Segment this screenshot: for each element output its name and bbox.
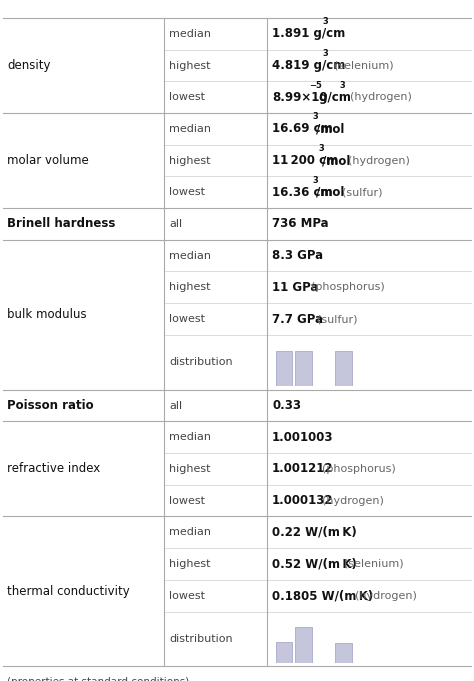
Text: (selenium): (selenium) <box>337 559 403 569</box>
Text: 8.3 GPa: 8.3 GPa <box>272 249 323 262</box>
Text: (hydrogen): (hydrogen) <box>341 155 410 165</box>
Text: (properties at standard conditions): (properties at standard conditions) <box>8 678 190 681</box>
Text: 3: 3 <box>319 144 325 153</box>
Text: highest: highest <box>169 464 210 474</box>
Text: highest: highest <box>169 559 210 569</box>
Text: 1.001003: 1.001003 <box>272 431 334 444</box>
Text: refractive index: refractive index <box>8 462 100 475</box>
Text: (hydrogen): (hydrogen) <box>315 496 384 505</box>
Text: lowest: lowest <box>169 187 205 197</box>
Text: lowest: lowest <box>169 314 205 324</box>
Text: 0.52 W/(m K): 0.52 W/(m K) <box>272 558 357 571</box>
Text: distribution: distribution <box>169 358 233 367</box>
Text: 1.000132: 1.000132 <box>272 494 334 507</box>
Text: 4.819 g/cm: 4.819 g/cm <box>272 59 346 72</box>
Text: molar volume: molar volume <box>8 154 89 167</box>
Text: Poisson ratio: Poisson ratio <box>8 399 94 412</box>
Text: /mol: /mol <box>316 123 345 136</box>
Text: 3: 3 <box>339 80 345 90</box>
Text: bulk modulus: bulk modulus <box>8 308 87 321</box>
Text: /mol: /mol <box>322 154 351 167</box>
Text: median: median <box>169 251 211 261</box>
Text: thermal conductivity: thermal conductivity <box>8 585 130 598</box>
Text: highest: highest <box>169 61 210 71</box>
Text: −5: −5 <box>309 80 322 90</box>
Text: (sulfur): (sulfur) <box>336 187 383 197</box>
Text: 0.1805 W/(m K): 0.1805 W/(m K) <box>272 589 374 602</box>
Text: 11 200 cm: 11 200 cm <box>272 154 338 167</box>
Text: 3: 3 <box>313 176 319 185</box>
Text: 3: 3 <box>313 112 319 121</box>
Text: 0.22 W/(m K): 0.22 W/(m K) <box>272 526 357 539</box>
Text: 16.69 cm: 16.69 cm <box>272 123 333 136</box>
Text: 11 GPa: 11 GPa <box>272 281 319 294</box>
Text: 0.33: 0.33 <box>272 399 301 412</box>
Text: all: all <box>169 400 182 411</box>
Text: median: median <box>169 527 211 537</box>
Text: 16.36 cm: 16.36 cm <box>272 186 333 199</box>
Text: lowest: lowest <box>169 590 205 601</box>
Text: 7.7 GPa: 7.7 GPa <box>272 313 323 326</box>
Text: highest: highest <box>169 283 210 292</box>
Text: lowest: lowest <box>169 496 205 505</box>
Text: 3: 3 <box>323 49 328 58</box>
Text: 1.891 g/cm: 1.891 g/cm <box>272 27 346 40</box>
Text: (sulfur): (sulfur) <box>310 314 357 324</box>
Text: 736 MPa: 736 MPa <box>272 217 329 230</box>
Text: median: median <box>169 432 211 442</box>
Text: 8.99×10: 8.99×10 <box>272 91 328 104</box>
Text: /mol: /mol <box>316 186 345 199</box>
Text: (phosphorus): (phosphorus) <box>304 283 385 292</box>
Text: (hydrogen): (hydrogen) <box>347 590 417 601</box>
Text: (selenium): (selenium) <box>328 61 394 71</box>
Text: (phosphorus): (phosphorus) <box>315 464 396 474</box>
Text: Brinell hardness: Brinell hardness <box>8 217 116 230</box>
Text: density: density <box>8 59 51 72</box>
Text: lowest: lowest <box>169 92 205 102</box>
Text: all: all <box>169 219 182 229</box>
Text: 3: 3 <box>323 17 328 27</box>
Text: median: median <box>169 29 211 39</box>
Text: g/cm: g/cm <box>315 91 351 104</box>
Text: (hydrogen): (hydrogen) <box>343 92 412 102</box>
Text: highest: highest <box>169 155 210 165</box>
Text: 1.001212: 1.001212 <box>272 462 334 475</box>
Text: median: median <box>169 124 211 134</box>
Text: distribution: distribution <box>169 634 233 644</box>
